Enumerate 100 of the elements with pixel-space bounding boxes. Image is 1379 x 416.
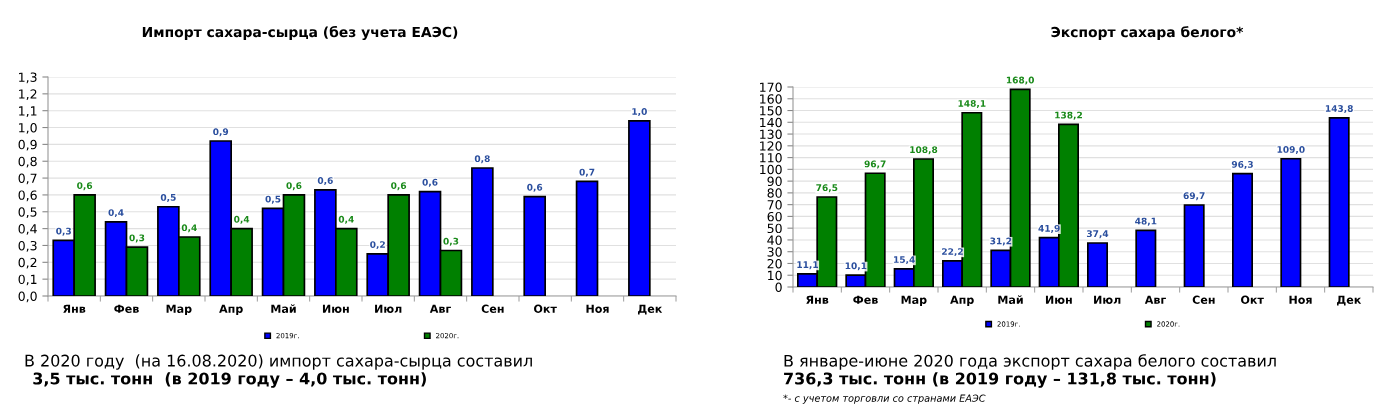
y-tick-label: 1,0 (19, 123, 37, 134)
data-label: 37,4 (1086, 230, 1109, 239)
y-tick-label: 100 (760, 164, 782, 175)
y-tick-label: 30 (767, 247, 782, 257)
data-label: 0,4 (234, 215, 250, 224)
data-label: 0,3 (443, 237, 459, 246)
y-tick-label: 0,3 (18, 240, 37, 252)
chart-title: Импорт сахара-сырца (без учета ЕАЭС) (142, 26, 458, 40)
bar (628, 119, 651, 296)
y-tick-label: 0,7 (18, 173, 37, 185)
y-tick-label: 110 (760, 153, 782, 163)
data-label: 0,5 (265, 195, 281, 204)
y-tick-label: 90 (767, 176, 782, 187)
y-tick-label: 140 (760, 117, 782, 128)
x-tick-label: Окт (534, 304, 557, 313)
x-tick-label: Май (271, 304, 296, 313)
text: *- с учетом торговли со странами ЕАЭС (783, 394, 986, 404)
bar (1328, 116, 1350, 287)
data-label: 0,3 (56, 227, 71, 236)
data-label: 0,8 (474, 155, 490, 164)
x-tick-label: Апр (950, 295, 974, 307)
data-label: 15,4 (894, 256, 915, 265)
data-label: 31,2 (990, 237, 1012, 246)
bar (575, 180, 599, 296)
bar (471, 167, 494, 296)
y-tick-label: 0,0 (18, 291, 37, 303)
text: 736,3 тыс. тонн (в 2019 году – 131,8 тыс. тонн) (784, 372, 1216, 388)
bar (1135, 229, 1157, 287)
y-tick-label: 0,9 (18, 139, 37, 151)
data-label: 0,7 (579, 168, 595, 177)
y-tick-label: 50 (767, 223, 782, 234)
text: В 2020 году (на 16.08.2020) импорт сахара-сырца составил (25, 354, 532, 370)
data-label: 0,6 (391, 182, 407, 191)
y-tick-label: 1,2 (19, 89, 37, 101)
text: В январе-июне 2020 года экспорт сахара белого составил (784, 354, 1276, 370)
y-tick-label: 80 (767, 188, 782, 198)
y-tick-label: 1,3 (19, 72, 37, 84)
data-label: 0,6 (317, 177, 333, 186)
y-tick-label: 70 (767, 200, 782, 210)
data-label: 0,4 (108, 209, 124, 218)
x-tick-label: Май (998, 295, 1023, 304)
data-label: 22,2 (942, 248, 963, 257)
x-tick-label: Июн (322, 304, 349, 313)
data-label: 96,7 (864, 160, 886, 169)
x-tick-label: Ноя (1289, 295, 1312, 304)
y-tick-label: 160 (760, 94, 782, 104)
data-label: 48,1 (1135, 217, 1157, 226)
bar (1183, 204, 1205, 287)
x-tick-label: Сен (481, 304, 504, 313)
data-label: 0,4 (338, 215, 354, 224)
y-tick-label: 150 (760, 106, 782, 116)
data-label: 0,6 (527, 183, 543, 192)
data-label: 11,1 (797, 261, 819, 270)
data-label: 1,0 (632, 108, 647, 117)
x-tick-label: Авг (429, 304, 451, 313)
data-label: 148,1 (958, 100, 986, 108)
data-label: 109,0 (1277, 146, 1305, 154)
x-tick-label: Июл (1094, 295, 1121, 304)
text: 3,5 тыс. тонн (в 2019 году – 4,0 тыс. тонн) (33, 372, 426, 388)
data-label: 69,7 (1183, 192, 1205, 201)
y-tick-label: 130 (760, 129, 782, 139)
x-tick-label: Мар (901, 295, 927, 307)
data-label: 10,1 (845, 262, 867, 271)
x-tick-label: Янв (806, 295, 829, 304)
data-label: 138,2 (1055, 111, 1082, 120)
y-tick-label: 20 (767, 258, 782, 269)
y-tick-label: 0,1 (18, 274, 37, 286)
x-tick-label: Сен (1192, 295, 1215, 304)
data-label: 0,4 (181, 224, 197, 233)
x-tick-label: Мар (166, 304, 192, 316)
bar (1280, 157, 1302, 287)
y-tick-label: 120 (760, 141, 782, 151)
x-tick-label: Дек (1337, 295, 1362, 306)
x-tick-label: Июн (1045, 295, 1072, 304)
y-tick-label: 0,4 (18, 224, 37, 235)
data-label: 108,8 (910, 146, 938, 155)
bar (1086, 242, 1109, 287)
y-tick-label: 10 (768, 270, 782, 281)
bar (523, 195, 547, 296)
data-label: 0,2 (370, 241, 385, 250)
data-label: 0,6 (286, 182, 302, 191)
data-label: 76,5 (816, 184, 838, 193)
x-tick-label: Янв (63, 304, 86, 313)
y-tick-label: 1,1 (19, 106, 37, 117)
data-label: 41,9 (1038, 224, 1060, 233)
x-tick-label: Дек (638, 304, 663, 315)
data-label: 0,6 (422, 178, 438, 187)
data-label: 0,5 (160, 193, 176, 202)
y-tick-label: 0,8 (18, 156, 37, 168)
y-tick-label: 170 (760, 82, 782, 92)
y-tick-label: 0,2 (18, 257, 37, 269)
y-tick-label: 60 (767, 211, 782, 222)
y-tick-label: 0,6 (18, 190, 37, 202)
x-tick-label: Апр (219, 304, 243, 316)
x-tick-label: Июл (375, 304, 402, 313)
x-tick-label: Авг (1144, 295, 1166, 304)
data-label: 0,6 (77, 182, 93, 191)
chart-title: Экспорт сахара белого* (1051, 26, 1244, 40)
x-tick-label: Окт (1241, 295, 1264, 304)
y-tick-label: 40 (767, 235, 782, 245)
